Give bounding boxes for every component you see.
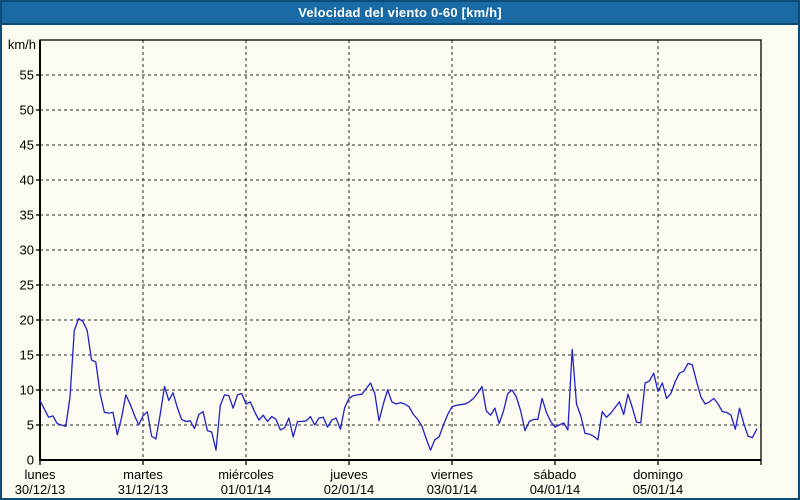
y-tick-label: 40 [20,173,34,188]
y-tick-label: 35 [20,208,34,223]
x-day-label: domingo [633,467,683,482]
x-date-label: 04/01/14 [530,482,581,497]
y-tick-label: 25 [20,278,34,293]
x-date-label: 01/01/14 [221,482,272,497]
chart-title: Velocidad del viento 0-60 [km/h] [298,5,502,20]
x-day-label: jueves [329,467,368,482]
wind-speed-line [39,317,758,451]
y-tick-label: 45 [20,138,34,153]
x-date-label: 03/01/14 [427,482,478,497]
y-tick-label: 10 [20,383,34,398]
x-day-label: lunes [24,467,56,482]
x-day-label: sábado [534,467,577,482]
x-day-label: viernes [431,467,473,482]
y-tick-label: 5 [27,418,34,433]
x-day-label: miércoles [218,467,274,482]
y-tick-label: 15 [20,348,34,363]
y-tick-label: 55 [20,68,34,83]
y-tick-label: 20 [20,313,34,328]
x-day-label: martes [123,467,163,482]
y-axis-unit-label: km/h [8,37,36,52]
x-date-label: 05/01/14 [633,482,684,497]
x-date-label: 31/12/13 [118,482,169,497]
title-bar: Velocidad del viento 0-60 [km/h] [2,2,798,25]
y-tick-label: 50 [20,103,34,118]
y-tick-label: 30 [20,243,34,258]
y-tick-label: 0 [27,453,34,468]
x-date-label: 02/01/14 [324,482,375,497]
x-date-label: 30/12/13 [15,482,66,497]
